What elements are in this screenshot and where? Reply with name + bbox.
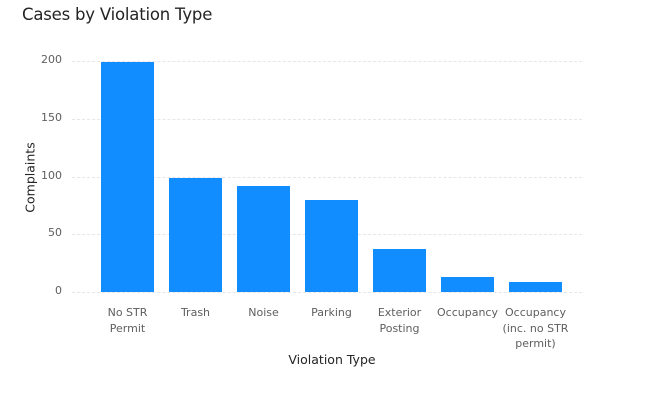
x-tick-label: Occupancy (inc. no STR permit) [502, 306, 569, 350]
x-tick-label: Occupancy [437, 306, 498, 319]
gridline [72, 176, 582, 178]
gridline [72, 292, 582, 293]
bar[interactable] [169, 177, 222, 292]
bar[interactable] [305, 199, 358, 292]
bar[interactable] [441, 276, 494, 292]
bar[interactable] [509, 281, 562, 292]
x-tick-label: Trash [180, 306, 211, 319]
bar[interactable] [373, 249, 426, 292]
x-axis-label: Violation Type [288, 352, 376, 367]
chart-title: Cases by Violation Type [22, 5, 213, 24]
y-tick-label: 50 [48, 226, 62, 240]
x-tick-label: Exterior Posting [377, 306, 422, 335]
gridline [72, 61, 582, 62]
x-tick-label: No STR Permit [107, 306, 148, 335]
bar[interactable] [237, 185, 290, 292]
bar[interactable] [101, 62, 154, 292]
x-tick-label: Noise [248, 306, 279, 319]
gridline [72, 118, 582, 120]
y-tick-label: 0 [55, 284, 62, 297]
y-tick-label: 150 [41, 110, 62, 124]
x-tick-label: Parking [311, 306, 352, 319]
y-tick-label: 100 [41, 168, 62, 182]
y-tick-label: 200 [41, 53, 62, 66]
